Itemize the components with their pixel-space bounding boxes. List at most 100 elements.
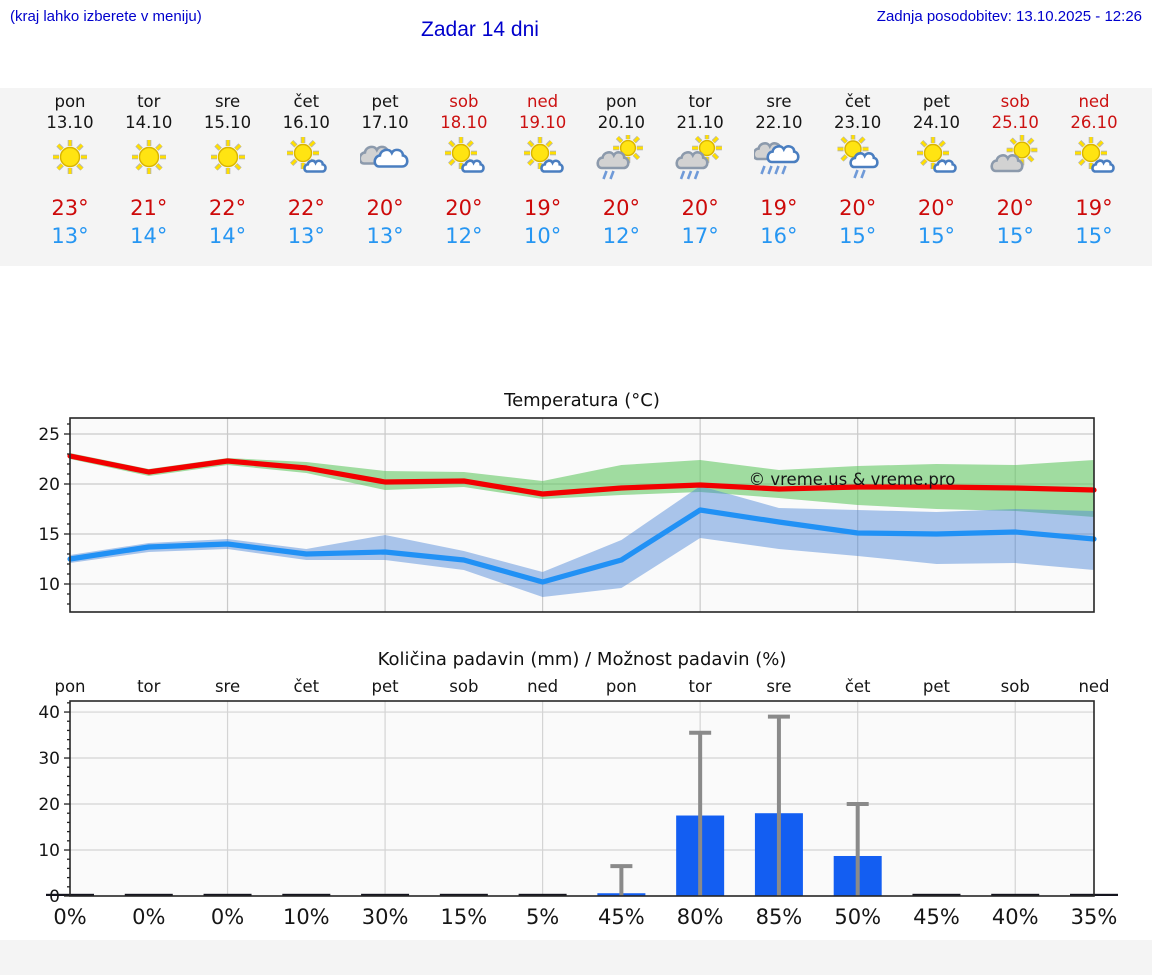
precip-probability-label: 40% (992, 905, 1039, 929)
day-name-label: sob (1000, 92, 1030, 111)
low-temp-label: 14° (130, 224, 168, 248)
forecast-day-column: ned 26.10 19° 15° (1055, 88, 1134, 266)
precip-probability-label: 85% (756, 905, 803, 929)
forecast-day-column: tor 21.10 20° 17° (661, 88, 740, 266)
low-temp-label: 15° (1075, 224, 1113, 248)
precip-day-label: sob (1001, 677, 1030, 696)
svg-text:0: 0 (49, 887, 60, 907)
day-name-label: sre (214, 92, 241, 111)
day-date-label: 23.10 (834, 113, 882, 132)
low-temp-label: 14° (208, 224, 247, 248)
day-name-label: ned (527, 92, 559, 111)
sun-cloud-icon (523, 137, 564, 173)
day-name-label: pet (371, 92, 399, 111)
day-name-label: tor (137, 92, 161, 111)
day-name-label: pet (922, 92, 950, 111)
precip-day-label: pet (372, 677, 400, 696)
day-name-label: sre (766, 92, 792, 111)
footer-band (0, 940, 1152, 975)
precip-day-label: ned (1078, 677, 1109, 696)
precip-probability-label: 50% (834, 905, 881, 929)
max-temp-line (67, 453, 1097, 497)
sun-cloud-icon (1074, 137, 1115, 173)
precip-day-label: pon (606, 677, 637, 696)
sun-cloud-rain-2-icon (837, 135, 879, 179)
day-date-label: 19.10 (518, 113, 567, 132)
sun-icon (52, 140, 87, 174)
svg-text:20: 20 (38, 475, 60, 495)
precipitation-chart-title: Količina padavin (mm) / Možnost padavin … (377, 649, 787, 670)
temperature-chart: 10 15 20 25 © vreme.us & vreme.pro (0, 385, 1152, 635)
forecast-strip: pon 13.10 23° 13° tor 14.10 21° 14° sre 15.10 22° 1… (0, 88, 1152, 266)
high-temp-label: 22° (287, 196, 325, 220)
sun-cloud-icon (444, 137, 485, 173)
low-temp-label: 12° (602, 224, 640, 248)
forecast-day-column: pon 13.10 23° 13° (31, 88, 110, 266)
sun-icon (210, 140, 245, 174)
svg-text:20: 20 (38, 795, 60, 815)
precip-zero-bar (203, 893, 252, 896)
forecast-day-column: sre 22.10 19° 16° (740, 88, 819, 266)
sun-cloud-icon (917, 137, 958, 173)
day-date-label: 24.10 (912, 113, 961, 132)
precip-probability-label: 0% (132, 905, 165, 929)
precipitation-chart: pon tor sre čet pet sob ned pon tor sre čet pet sob n… (0, 650, 1152, 940)
day-date-label: 21.10 (676, 113, 724, 132)
forecast-day-column: sre 15.10 22° 14° (188, 88, 267, 266)
last-update-label: Zadnja posodobitev: 13.10.2025 - 12:26 (876, 8, 1142, 25)
low-temp-label: 13° (51, 224, 89, 248)
precip-probability-label: 0% (53, 905, 86, 929)
precip-probability-label: 45% (913, 905, 960, 929)
high-temp-label: 20° (917, 196, 956, 220)
day-date-label: 26.10 (1070, 113, 1118, 132)
low-temp-label: 16° (760, 224, 798, 248)
day-name-label: pon (605, 92, 637, 111)
low-temp-label: 15° (917, 224, 956, 248)
day-date-label: 16.10 (282, 113, 330, 132)
day-date-label: 20.10 (597, 113, 645, 132)
high-temp-label: 20° (366, 196, 404, 220)
precip-probability-label: 80% (677, 905, 724, 929)
precipitation-chart-svg: pon tor sre čet pet sob ned pon tor sre čet pet sob n… (38, 677, 1118, 929)
day-name-label: tor (688, 92, 712, 111)
temperature-chart-title: Temperatura (°C) (504, 390, 660, 411)
low-temp-label: 10° (523, 224, 562, 248)
precip-day-label: čet (293, 677, 319, 696)
cloud-sun-icon (990, 135, 1038, 173)
precip-zero-bar (912, 893, 961, 896)
cloud-sun-rain-2-icon (596, 135, 644, 180)
precip-day-label: sre (215, 677, 240, 696)
precip-zero-bar (518, 893, 567, 896)
high-temp-label: 20° (681, 196, 719, 220)
clouds-icon (360, 145, 409, 168)
day-name-label: čet (844, 92, 871, 111)
precip-zero-bar (124, 893, 173, 896)
day-name-label: čet (293, 92, 320, 111)
min-temp-line (67, 507, 1097, 585)
precip-zero-bar (361, 893, 410, 896)
day-date-label: 25.10 (991, 113, 1039, 132)
high-temp-label: 22° (208, 196, 247, 220)
precip-probability-label: 45% (598, 905, 645, 929)
cloud-sun-rain-3-icon (675, 135, 723, 180)
low-temp-label: 13° (287, 224, 325, 248)
high-temp-label: 20° (602, 196, 640, 220)
svg-text:40: 40 (38, 703, 60, 723)
sun-cloud-icon (287, 137, 328, 173)
location-menu-note: (kraj lahko izberete v meniju) (10, 8, 202, 25)
high-temp-label: 20° (996, 196, 1034, 220)
forecast-day-column: sob 25.10 20° 15° (976, 88, 1055, 266)
day-name-label: ned (1078, 92, 1110, 111)
svg-text:10: 10 (38, 575, 60, 595)
precip-zero-bar (439, 893, 488, 896)
day-name-label: pon (54, 92, 86, 111)
svg-text:10: 10 (38, 841, 60, 861)
day-date-label: 22.10 (755, 113, 803, 132)
precip-day-label: sre (766, 677, 791, 696)
day-date-label: 13.10 (46, 113, 94, 132)
precip-probability-label: 0% (211, 905, 244, 929)
page-title: Zadar 14 dni (421, 18, 539, 41)
watermark-text: © vreme.us & vreme.pro (749, 470, 956, 489)
high-temp-label: 23° (51, 196, 89, 220)
